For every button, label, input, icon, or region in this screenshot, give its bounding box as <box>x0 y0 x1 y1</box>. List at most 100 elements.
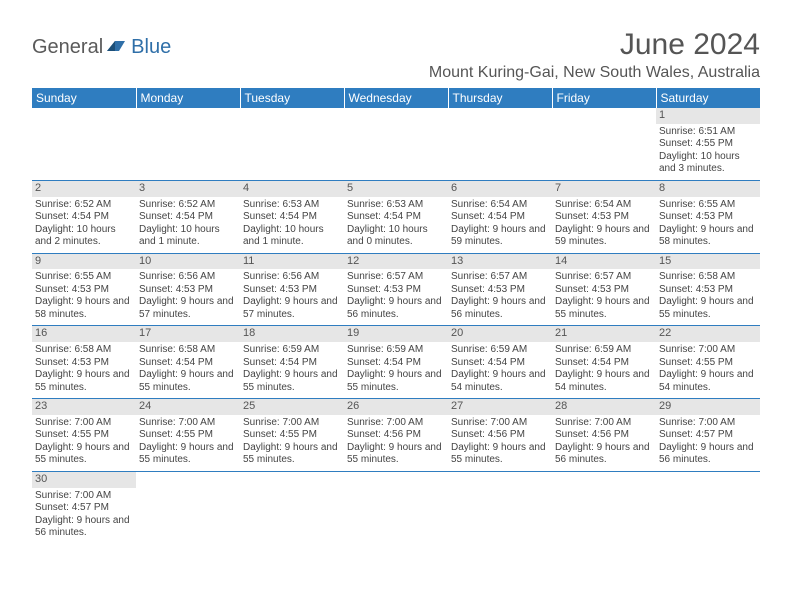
calendar-row: 23Sunrise: 7:00 AMSunset: 4:55 PMDayligh… <box>32 399 760 472</box>
day-info: Sunrise: 6:52 AMSunset: 4:54 PMDaylight:… <box>35 199 133 249</box>
calendar-cell: 10Sunrise: 6:56 AMSunset: 4:53 PMDayligh… <box>136 253 240 326</box>
day-info: Sunrise: 6:56 AMSunset: 4:53 PMDaylight:… <box>139 271 237 321</box>
calendar-cell: 13Sunrise: 6:57 AMSunset: 4:53 PMDayligh… <box>448 253 552 326</box>
day-info: Sunrise: 6:57 AMSunset: 4:53 PMDaylight:… <box>555 271 653 321</box>
day-number: 2 <box>32 181 136 197</box>
day-info: Sunrise: 6:58 AMSunset: 4:53 PMDaylight:… <box>659 271 757 321</box>
day-header: Friday <box>552 88 656 108</box>
calendar-row: 1 Sunrise: 6:51 AMSunset: 4:55 PMDaylight… <box>32 108 760 180</box>
calendar-cell-empty <box>552 471 656 543</box>
calendar-cell: 18 Sunrise: 6:59 AMSunset: 4:54 PMDayligh… <box>240 326 344 399</box>
calendar-cell: 11Sunrise: 6:56 AMSunset: 4:53 PMDayligh… <box>240 253 344 326</box>
calendar-cell-empty <box>136 471 240 543</box>
calendar-cell-empty <box>344 471 448 543</box>
calendar-cell-empty <box>656 471 760 543</box>
day-number: 4 <box>240 181 344 197</box>
calendar-cell-empty <box>448 471 552 543</box>
day-number: 8 <box>656 181 760 197</box>
calendar-cell: 15Sunrise: 6:58 AMSunset: 4:53 PMDayligh… <box>656 253 760 326</box>
calendar-cell: 26 Sunrise: 7:00 AMSunset: 4:56 PMDayligh… <box>344 399 448 472</box>
day-number: 11 <box>240 254 344 270</box>
calendar-cell: 29Sunrise: 7:00 AMSunset: 4:57 PMDayligh… <box>656 399 760 472</box>
day-number: 5 <box>344 181 448 197</box>
day-number: 27 <box>448 399 552 415</box>
day-info: Sunrise: 7:00 AMSunset: 4:55 PMDaylight:… <box>659 344 757 394</box>
day-header-row: SundayMondayTuesdayWednesdayThursdayFrid… <box>32 88 760 108</box>
calendar-cell-empty <box>136 108 240 180</box>
day-info: Sunrise: 6:53 AMSunset: 4:54 PMDaylight:… <box>243 199 341 249</box>
day-number: 22 <box>656 326 760 342</box>
calendar-cell: 28 Sunrise: 7:00 AMSunset: 4:56 PMDayligh… <box>552 399 656 472</box>
calendar-cell: 30 Sunrise: 7:00 AMSunset: 4:57 PMDayligh… <box>32 471 136 543</box>
day-info: Sunrise: 6:59 AMSunset: 4:54 PMDaylight:… <box>555 344 653 394</box>
calendar-cell-empty <box>344 108 448 180</box>
day-number: 3 <box>136 181 240 197</box>
month-title: June 2024 <box>429 28 760 62</box>
day-info: Sunrise: 6:59 AMSunset: 4:54 PMDaylight:… <box>451 344 549 394</box>
day-number: 16 <box>32 326 136 342</box>
day-header: Thursday <box>448 88 552 108</box>
day-number: 20 <box>448 326 552 342</box>
calendar-cell: 7 Sunrise: 6:54 AMSunset: 4:53 PMDaylight… <box>552 180 656 253</box>
calendar-cell: 27Sunrise: 7:00 AMSunset: 4:56 PMDayligh… <box>448 399 552 472</box>
day-number: 10 <box>136 254 240 270</box>
day-info: Sunrise: 7:00 AMSunset: 4:55 PMDaylight:… <box>139 417 237 467</box>
day-number: 25 <box>240 399 344 415</box>
calendar-cell: 5 Sunrise: 6:53 AMSunset: 4:54 PMDaylight… <box>344 180 448 253</box>
calendar-row: 30 Sunrise: 7:00 AMSunset: 4:57 PMDayligh… <box>32 471 760 543</box>
day-number: 7 <box>552 181 656 197</box>
day-header: Sunday <box>32 88 136 108</box>
calendar-cell: 9Sunrise: 6:55 AMSunset: 4:53 PMDaylight… <box>32 253 136 326</box>
day-info: Sunrise: 6:59 AMSunset: 4:54 PMDaylight:… <box>243 344 341 394</box>
calendar-cell: 23Sunrise: 7:00 AMSunset: 4:55 PMDayligh… <box>32 399 136 472</box>
day-info: Sunrise: 6:59 AMSunset: 4:54 PMDaylight:… <box>347 344 445 394</box>
day-number: 26 <box>344 399 448 415</box>
day-header: Saturday <box>656 88 760 108</box>
day-info: Sunrise: 6:51 AMSunset: 4:55 PMDaylight:… <box>659 126 757 176</box>
day-info: Sunrise: 6:53 AMSunset: 4:54 PMDaylight:… <box>347 199 445 249</box>
location-subtitle: Mount Kuring-Gai, New South Wales, Austr… <box>429 64 760 82</box>
day-header: Tuesday <box>240 88 344 108</box>
day-header: Wednesday <box>344 88 448 108</box>
day-number: 30 <box>32 472 136 488</box>
day-number: 18 <box>240 326 344 342</box>
day-info: Sunrise: 7:00 AMSunset: 4:55 PMDaylight:… <box>243 417 341 467</box>
day-info: Sunrise: 7:00 AMSunset: 4:55 PMDaylight:… <box>35 417 133 467</box>
day-number: 17 <box>136 326 240 342</box>
calendar-cell-empty <box>240 471 344 543</box>
day-info: Sunrise: 7:00 AMSunset: 4:57 PMDaylight:… <box>659 417 757 467</box>
calendar-cell: 3Sunrise: 6:52 AMSunset: 4:54 PMDaylight… <box>136 180 240 253</box>
calendar-cell: 4 Sunrise: 6:53 AMSunset: 4:54 PMDaylight… <box>240 180 344 253</box>
logo-general: General <box>32 36 103 59</box>
day-info: Sunrise: 6:57 AMSunset: 4:53 PMDaylight:… <box>347 271 445 321</box>
day-info: Sunrise: 6:54 AMSunset: 4:53 PMDaylight:… <box>555 199 653 249</box>
day-number: 9 <box>32 254 136 270</box>
calendar-row: 16 Sunrise: 6:58 AMSunset: 4:53 PMDayligh… <box>32 326 760 399</box>
day-info: Sunrise: 7:00 AMSunset: 4:57 PMDaylight:… <box>35 490 133 540</box>
day-info: Sunrise: 7:00 AMSunset: 4:56 PMDaylight:… <box>347 417 445 467</box>
calendar-cell: 22 Sunrise: 7:00 AMSunset: 4:55 PMDayligh… <box>656 326 760 399</box>
logo-flag-icon <box>107 37 129 58</box>
day-info: Sunrise: 6:58 AMSunset: 4:53 PMDaylight:… <box>35 344 133 394</box>
calendar-cell: 12Sunrise: 6:57 AMSunset: 4:53 PMDayligh… <box>344 253 448 326</box>
calendar-cell: 17 Sunrise: 6:58 AMSunset: 4:54 PMDayligh… <box>136 326 240 399</box>
day-number: 24 <box>136 399 240 415</box>
calendar-cell-empty <box>240 108 344 180</box>
calendar-table: SundayMondayTuesdayWednesdayThursdayFrid… <box>32 88 760 544</box>
day-number: 1 <box>656 108 760 124</box>
day-number: 13 <box>448 254 552 270</box>
calendar-cell: 6Sunrise: 6:54 AMSunset: 4:54 PMDaylight… <box>448 180 552 253</box>
day-info: Sunrise: 6:54 AMSunset: 4:54 PMDaylight:… <box>451 199 549 249</box>
calendar-cell-empty <box>552 108 656 180</box>
day-info: Sunrise: 7:00 AMSunset: 4:56 PMDaylight:… <box>555 417 653 467</box>
logo-blue: Blue <box>131 36 171 59</box>
day-info: Sunrise: 6:56 AMSunset: 4:53 PMDaylight:… <box>243 271 341 321</box>
calendar-cell: 14Sunrise: 6:57 AMSunset: 4:53 PMDayligh… <box>552 253 656 326</box>
day-number: 19 <box>344 326 448 342</box>
header: General Blue June 2024 Mount Kuring-Gai,… <box>32 28 760 82</box>
day-number: 28 <box>552 399 656 415</box>
calendar-cell: 21Sunrise: 6:59 AMSunset: 4:54 PMDayligh… <box>552 326 656 399</box>
calendar-cell: 8Sunrise: 6:55 AMSunset: 4:53 PMDaylight… <box>656 180 760 253</box>
day-info: Sunrise: 6:58 AMSunset: 4:54 PMDaylight:… <box>139 344 237 394</box>
day-number: 12 <box>344 254 448 270</box>
